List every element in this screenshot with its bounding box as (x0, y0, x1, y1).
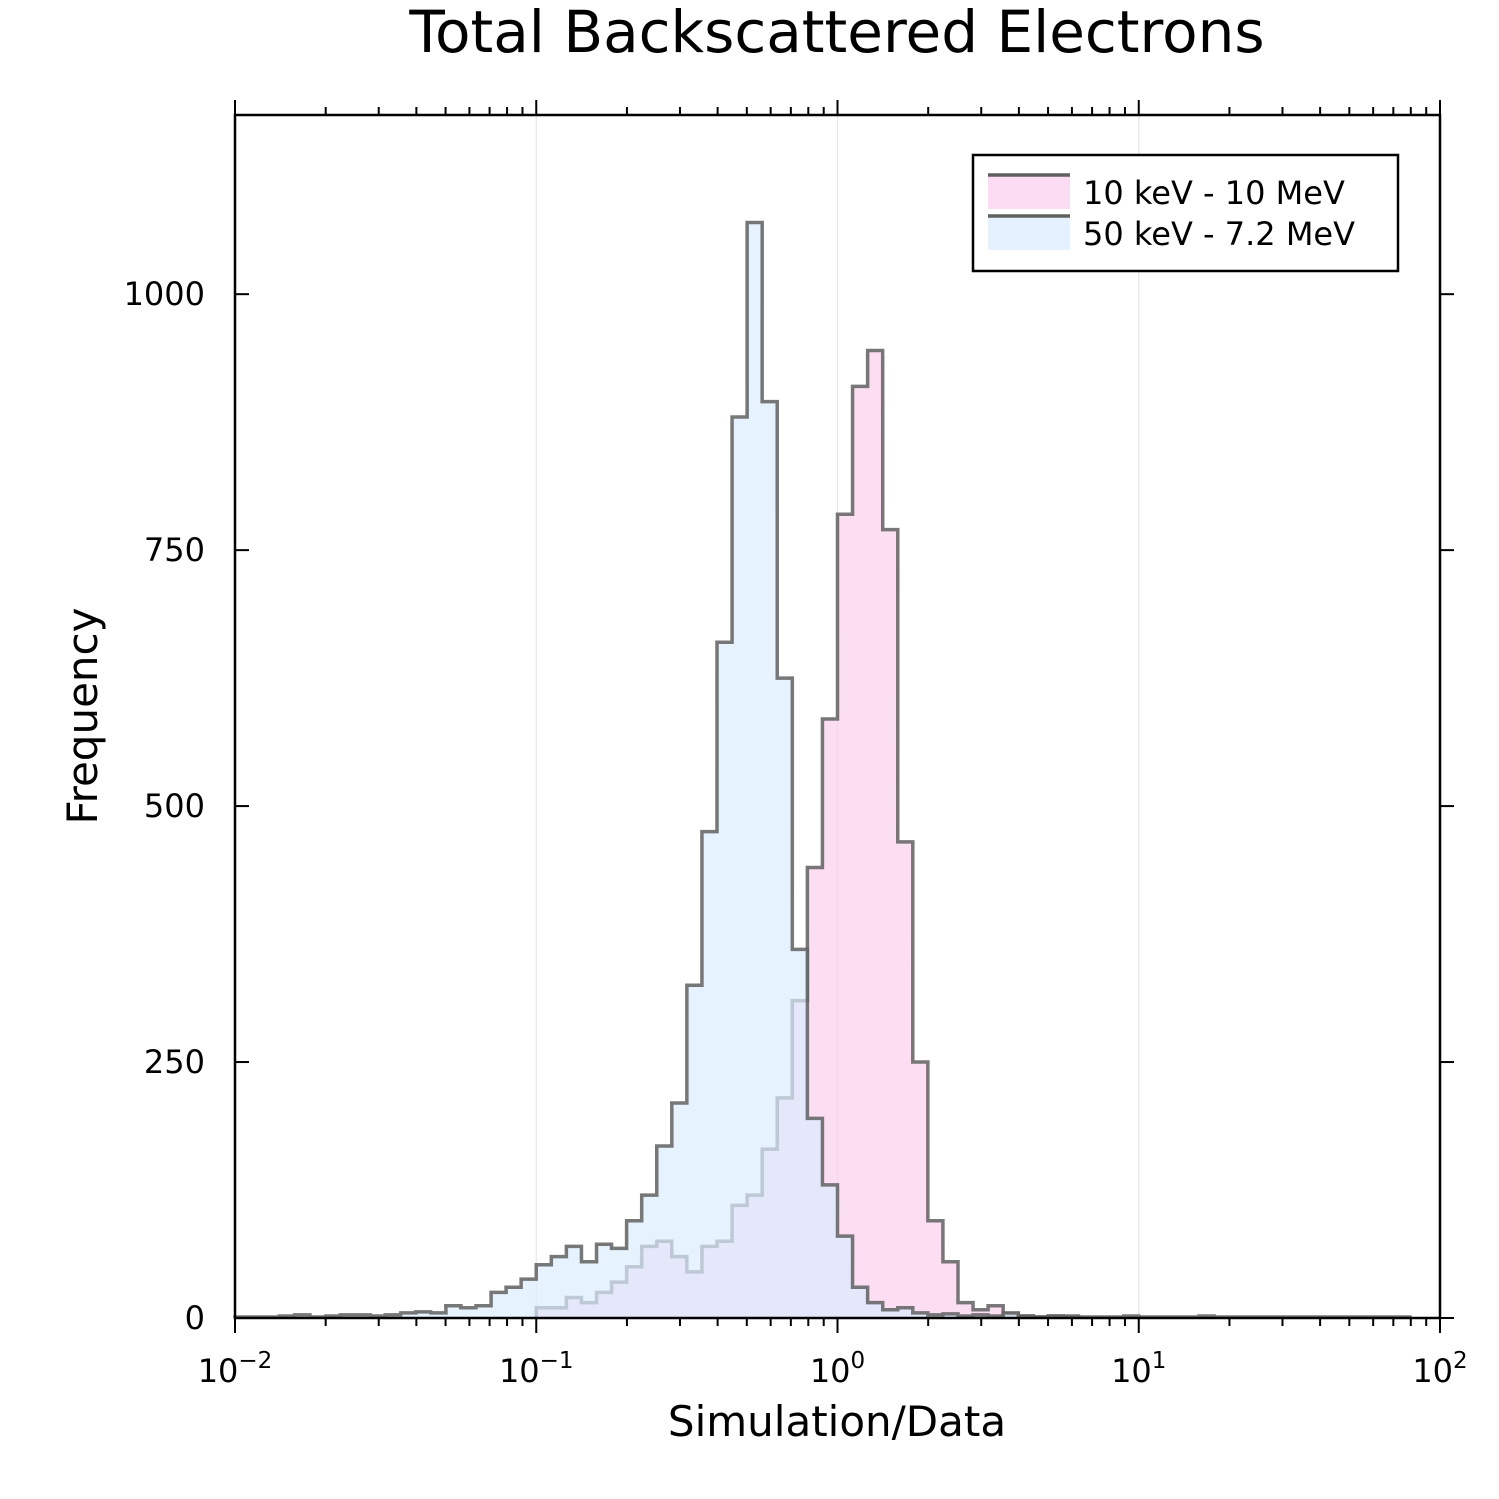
y-tick-label: 0 (185, 1299, 205, 1337)
x-axis-label: Simulation/Data (668, 1397, 1006, 1446)
x-tick-label: 10−1 (499, 1348, 574, 1390)
x-tick-label: 100 (810, 1348, 865, 1390)
legend-entry: 50 keV - 7.2 MeV (988, 214, 1355, 253)
x-tick-label: 10−2 (198, 1348, 273, 1390)
legend-swatch (988, 175, 1070, 209)
x-tick-label: 101 (1111, 1348, 1166, 1390)
y-tick-label: 1000 (124, 275, 205, 313)
legend-entry: 10 keV - 10 MeV (988, 173, 1345, 212)
legend-label: 50 keV - 7.2 MeV (1083, 215, 1355, 253)
legend-box (971, 153, 1400, 273)
axes: 10−2 10−1 100 101 102 0 250 500 750 1000 (124, 100, 1468, 1390)
legend-label: 10 keV - 10 MeV (1083, 174, 1345, 212)
y-tick-label: 500 (144, 787, 205, 825)
legend-swatch (988, 216, 1070, 250)
y-tick-label: 250 (144, 1043, 205, 1081)
plot-area (233, 220, 1412, 1319)
y-tick-label: 750 (144, 531, 205, 569)
y-axis-label: Frequency (58, 608, 107, 825)
x-tick-label: 102 (1412, 1348, 1467, 1390)
chart-title: Total Backscattered Electrons (408, 0, 1264, 66)
